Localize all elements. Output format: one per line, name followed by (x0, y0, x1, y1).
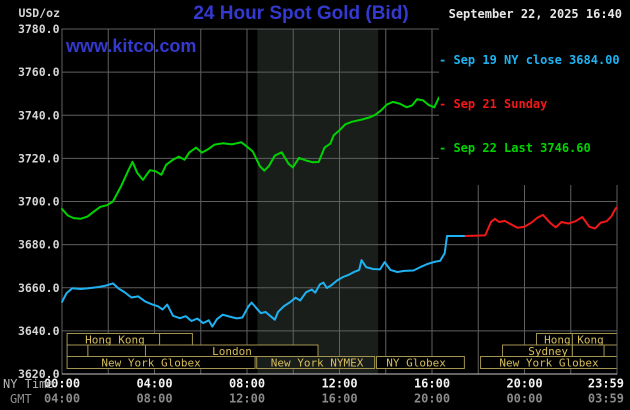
y-tick-label: 3740.0 (18, 108, 60, 122)
gmt-row-label: GMT (10, 392, 32, 406)
gmt-tick-label: 04:00 (44, 392, 80, 406)
y-tick-label: 3780.0 (18, 22, 60, 36)
ny-time-tick-label: 16:00 (414, 377, 450, 391)
chart-legend: - Sep 19 NY close 3684.00 - Sep 21 Sunda… (439, 24, 628, 185)
session-label: New York Globex (499, 357, 599, 370)
kitco-watermark-link[interactable]: www.kitco.com (66, 36, 197, 56)
y-tick-label: 3760.0 (18, 65, 60, 79)
session-box (66, 344, 89, 357)
y-tick-label: 3660.0 (18, 281, 60, 295)
gmt-tick-label: 12:00 (229, 392, 265, 406)
session-box (87, 344, 146, 357)
price-line-0 (61, 235, 467, 328)
session-label: New York Globex (101, 357, 201, 370)
chart-datetime: September 22, 2025 16:40 (448, 7, 622, 21)
session-box (256, 356, 376, 369)
session-label: London (212, 345, 252, 358)
session-label: Hong Kong (544, 333, 604, 346)
y-tick-label: 3620.0 (18, 367, 60, 381)
session-label: Sydney (528, 345, 568, 358)
gmt-tick-label: 08:00 (136, 392, 172, 406)
session-label: NY Globex (386, 357, 446, 370)
gmt-tick-label: 20:00 (414, 392, 450, 406)
gmt-tick-label: 00:00 (506, 392, 542, 406)
ny-time-tick-label: 20:00 (506, 377, 542, 391)
ny-time-tick-label: 23:59 (588, 377, 624, 391)
session-box (66, 356, 256, 369)
ny-time-tick-label: 08:00 (229, 377, 265, 391)
session-box (159, 333, 193, 346)
price-line-2 (61, 96, 450, 220)
page-title: 24 Hour Spot Gold (Bid) (193, 3, 409, 24)
session-label: New York NYMEX (271, 357, 364, 370)
legend-item-sep21: - Sep 21 Sunday (439, 96, 548, 111)
gmt-tick-label: 16:00 (321, 392, 357, 406)
legend-item-sep22: - Sep 22 Last 3746.60 (439, 140, 591, 155)
y-tick-label: 3680.0 (18, 238, 60, 252)
gmt-tick-label: 03:59 (588, 392, 624, 406)
session-box (376, 356, 465, 369)
price-line-1 (464, 206, 618, 237)
legend-item-sep19: - Sep 19 NY close 3684.00 (439, 53, 620, 68)
ny-time-tick-label: 00:00 (44, 377, 80, 391)
y-axis-unit-label: USD/oz (18, 6, 60, 20)
y-tick-label: 3640.0 (18, 324, 60, 338)
ny-time-tick-label: 04:00 (136, 377, 172, 391)
session-label: Hong Kong (85, 333, 145, 346)
ny-time-tick-label: 12:00 (321, 377, 357, 391)
ny-time-row-label: NY Time (3, 377, 54, 391)
y-tick-label: 3700.0 (18, 195, 60, 209)
y-tick-label: 3720.0 (18, 151, 60, 165)
session-box (571, 344, 605, 357)
